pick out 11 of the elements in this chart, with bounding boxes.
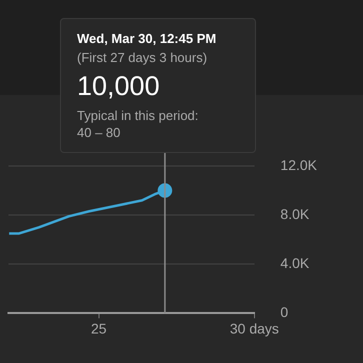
y-tick-label: 12.0K	[280, 156, 318, 173]
y-tick-label: 8.0K	[280, 206, 310, 222]
text: 10,000	[77, 71, 161, 102]
x-tick-label: 25	[90, 320, 107, 336]
y-tick-label: 4.0K	[280, 254, 310, 271]
text: 40 – 80	[77, 125, 122, 140]
y-tick-label: 0	[280, 304, 288, 320]
text: Wed, Mar 30, 12:45 PM	[77, 31, 218, 46]
text: Typical in this period:	[77, 108, 200, 123]
x-tick-label: 30 days	[230, 320, 279, 336]
text: (First 27 days 3 hours)	[77, 50, 208, 65]
